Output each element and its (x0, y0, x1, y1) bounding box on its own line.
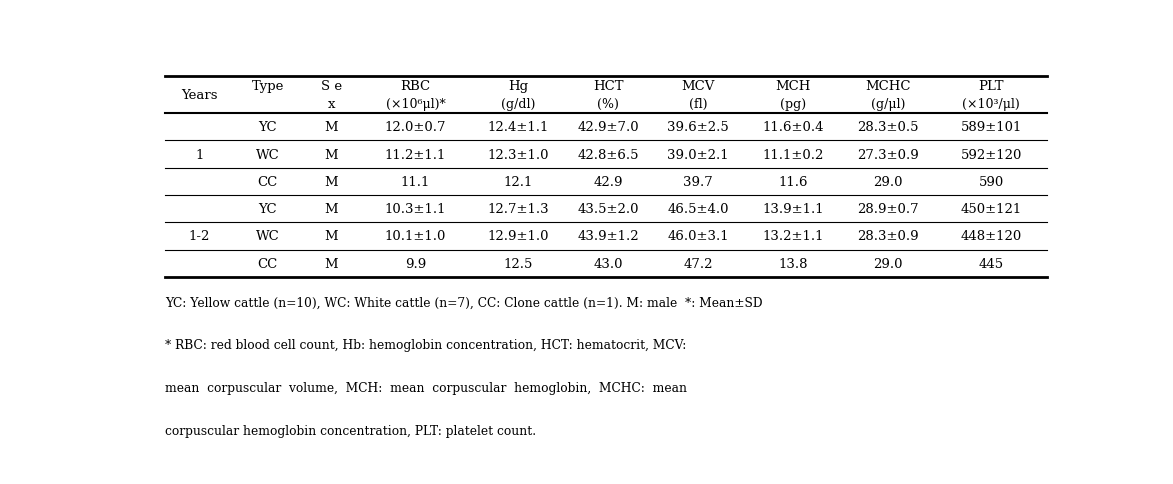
Text: (g/dl): (g/dl) (501, 97, 536, 110)
Text: YC: YC (258, 203, 277, 216)
Text: 12.0±0.7: 12.0±0.7 (385, 121, 447, 134)
Text: M: M (324, 148, 338, 161)
Text: 10.1±1.0: 10.1±1.0 (385, 230, 446, 243)
Text: Years: Years (181, 89, 217, 102)
Text: corpuscular hemoglobin concentration, PLT: platelet count.: corpuscular hemoglobin concentration, PL… (164, 424, 536, 438)
Text: 39.7: 39.7 (683, 176, 713, 188)
Text: 28.3±0.5: 28.3±0.5 (857, 121, 918, 134)
Text: HCT: HCT (594, 80, 624, 93)
Text: x: x (327, 97, 334, 110)
Text: 11.1: 11.1 (401, 176, 430, 188)
Text: M: M (324, 121, 338, 134)
Text: 1: 1 (195, 148, 203, 161)
Text: 47.2: 47.2 (684, 257, 713, 270)
Text: 42.9±7.0: 42.9±7.0 (577, 121, 639, 134)
Text: 12.3±1.0: 12.3±1.0 (488, 148, 549, 161)
Text: PLT: PLT (978, 80, 1004, 93)
Text: 43.0: 43.0 (594, 257, 623, 270)
Text: 13.8: 13.8 (779, 257, 808, 270)
Text: 9.9: 9.9 (405, 257, 426, 270)
Text: 28.9±0.7: 28.9±0.7 (857, 203, 918, 216)
Text: 28.3±0.9: 28.3±0.9 (857, 230, 918, 243)
Text: 46.0±3.1: 46.0±3.1 (667, 230, 728, 243)
Text: WC: WC (256, 230, 279, 243)
Text: RBC: RBC (400, 80, 430, 93)
Text: M: M (324, 230, 338, 243)
Text: MCHC: MCHC (866, 80, 911, 93)
Text: 12.1: 12.1 (504, 176, 534, 188)
Text: Type: Type (251, 80, 284, 93)
Text: mean  corpuscular  volume,  MCH:  mean  corpuscular  hemoglobin,  MCHC:  mean: mean corpuscular volume, MCH: mean corpu… (164, 381, 687, 394)
Text: 11.1±0.2: 11.1±0.2 (762, 148, 823, 161)
Text: 590: 590 (978, 176, 1004, 188)
Text: (g/μl): (g/μl) (872, 97, 906, 110)
Text: 13.2±1.1: 13.2±1.1 (762, 230, 823, 243)
Text: (×10⁶μl)*: (×10⁶μl)* (386, 97, 446, 110)
Text: (×10³/μl): (×10³/μl) (962, 97, 1021, 110)
Text: 11.6±0.4: 11.6±0.4 (762, 121, 823, 134)
Text: 1-2: 1-2 (189, 230, 210, 243)
Text: 42.8±6.5: 42.8±6.5 (577, 148, 639, 161)
Text: 592±120: 592±120 (961, 148, 1022, 161)
Text: 448±120: 448±120 (961, 230, 1022, 243)
Text: M: M (324, 257, 338, 270)
Text: 39.6±2.5: 39.6±2.5 (667, 121, 728, 134)
Text: 450±121: 450±121 (961, 203, 1022, 216)
Text: M: M (324, 203, 338, 216)
Text: 39.0±2.1: 39.0±2.1 (667, 148, 728, 161)
Text: 46.5±4.0: 46.5±4.0 (667, 203, 728, 216)
Text: Hg: Hg (509, 80, 529, 93)
Text: 29.0: 29.0 (874, 257, 903, 270)
Text: (%): (%) (597, 97, 619, 110)
Text: 12.9±1.0: 12.9±1.0 (488, 230, 549, 243)
Text: S e: S e (320, 80, 341, 93)
Text: MCH: MCH (775, 80, 811, 93)
Text: WC: WC (256, 148, 279, 161)
Text: YC: YC (258, 121, 277, 134)
Text: CC: CC (258, 176, 278, 188)
Text: 445: 445 (978, 257, 1004, 270)
Text: 12.4±1.1: 12.4±1.1 (488, 121, 549, 134)
Text: 13.9±1.1: 13.9±1.1 (762, 203, 823, 216)
Text: M: M (324, 176, 338, 188)
Text: YC: Yellow cattle (n=10), WC: White cattle (n=7), CC: Clone cattle (n=1). M: mal: YC: Yellow cattle (n=10), WC: White catt… (164, 296, 762, 309)
Text: * RBC: red blood cell count, Hb: hemoglobin concentration, HCT: hematocrit, MCV:: * RBC: red blood cell count, Hb: hemoglo… (164, 339, 686, 352)
Text: 10.3±1.1: 10.3±1.1 (385, 203, 447, 216)
Text: (pg): (pg) (780, 97, 806, 110)
Text: 11.2±1.1: 11.2±1.1 (385, 148, 446, 161)
Text: 43.5±2.0: 43.5±2.0 (577, 203, 639, 216)
Text: 12.7±1.3: 12.7±1.3 (488, 203, 549, 216)
Text: (fl): (fl) (689, 97, 707, 110)
Text: 43.9±1.2: 43.9±1.2 (577, 230, 639, 243)
Text: MCV: MCV (682, 80, 714, 93)
Text: 11.6: 11.6 (779, 176, 808, 188)
Text: 27.3±0.9: 27.3±0.9 (857, 148, 920, 161)
Text: 42.9: 42.9 (594, 176, 623, 188)
Text: 29.0: 29.0 (874, 176, 903, 188)
Text: CC: CC (258, 257, 278, 270)
Text: 589±101: 589±101 (961, 121, 1022, 134)
Text: 12.5: 12.5 (504, 257, 534, 270)
